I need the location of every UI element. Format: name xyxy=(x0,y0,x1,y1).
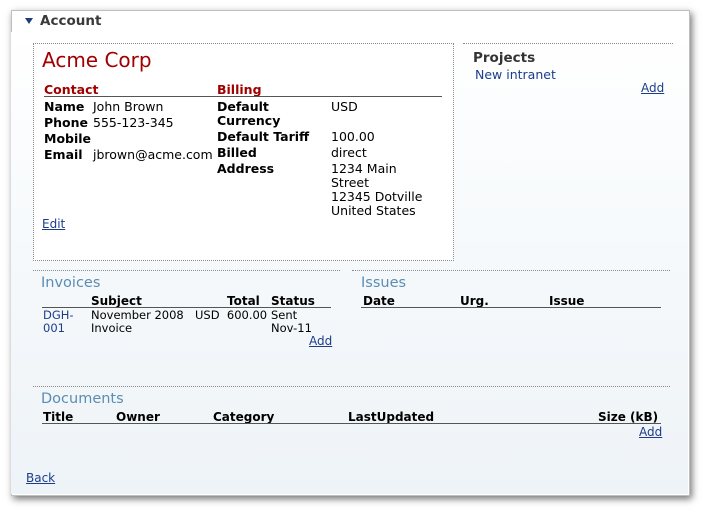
documents-col-owner: Owner xyxy=(116,410,160,424)
issues-divider xyxy=(352,270,670,271)
default-currency-label-line2: Currency xyxy=(217,113,281,128)
documents-divider xyxy=(33,386,670,387)
contact-heading: Contact xyxy=(44,82,99,97)
billing-heading: Billing xyxy=(217,82,262,97)
issues-col-urgency: Urg. xyxy=(460,294,489,308)
details-divider xyxy=(44,96,442,97)
invoices-header-rule xyxy=(42,307,331,308)
name-value: John Brown xyxy=(93,99,164,114)
issues-col-issue: Issue xyxy=(549,294,585,308)
invoice-id-link[interactable]: DGH- 001 xyxy=(43,309,74,335)
documents-col-category: Category xyxy=(213,410,275,424)
invoice-total: USD 600.00 xyxy=(195,308,268,322)
invoice-id-line1[interactable]: DGH- xyxy=(43,308,74,322)
mobile-label: Mobile xyxy=(44,131,92,146)
name-label: Name xyxy=(44,99,85,114)
invoice-status: Sent Nov-11 xyxy=(271,309,312,335)
documents-header-rule xyxy=(42,423,661,424)
documents-col-title: Title xyxy=(43,410,74,424)
phone-value: 555-123-345 xyxy=(93,115,174,130)
tariff-value: 100.00 xyxy=(331,129,375,144)
address-line: 1234 Main xyxy=(331,161,397,176)
documents-col-size: Size (kB) xyxy=(598,410,659,424)
projects-title: Projects xyxy=(473,50,536,66)
issues-header-rule xyxy=(361,307,661,308)
email-value: jbrown@acme.com xyxy=(93,147,213,162)
address-line: Street xyxy=(331,175,369,190)
projects-divider xyxy=(463,43,673,44)
invoice-subject-line2: Invoice xyxy=(91,321,133,335)
currency-value: USD xyxy=(331,99,358,114)
phone-label: Phone xyxy=(44,115,89,130)
invoices-divider xyxy=(33,270,340,271)
address-line: United States xyxy=(331,203,416,218)
email-label: Email xyxy=(44,147,83,162)
add-invoice-link[interactable]: Add xyxy=(309,334,333,348)
documents-col-lastupdated: LastUpdated xyxy=(348,410,435,424)
project-item-link[interactable]: New intranet xyxy=(475,67,556,82)
issues-title: Issues xyxy=(361,275,407,291)
invoice-subject-line1: November 2008 xyxy=(91,308,184,322)
invoices-title: Invoices xyxy=(41,275,101,291)
default-currency-label: Default xyxy=(217,99,269,114)
edit-client-link[interactable]: Edit xyxy=(42,217,66,231)
invoice-id-line2[interactable]: 001 xyxy=(43,321,65,335)
invoice-status-line1: Sent xyxy=(271,308,298,322)
billed-label: Billed xyxy=(217,145,257,160)
add-document-link[interactable]: Add xyxy=(639,425,663,439)
collapse-triangle-down-icon[interactable] xyxy=(25,18,33,24)
client-details-box xyxy=(33,43,454,261)
company-name: Acme Corp xyxy=(42,48,152,72)
section-title[interactable]: Account xyxy=(40,13,102,29)
documents-title: Documents xyxy=(41,391,124,407)
back-link[interactable]: Back xyxy=(26,471,56,485)
invoices-col-total: Total xyxy=(227,294,260,308)
invoices-col-status: Status xyxy=(271,294,315,308)
issues-col-date: Date xyxy=(363,294,395,308)
billed-value: direct xyxy=(331,145,367,160)
add-project-link[interactable]: Add xyxy=(641,81,665,95)
address-label: Address xyxy=(217,161,275,176)
default-tariff-label: Default Tariff xyxy=(217,129,310,144)
invoice-subject: November 2008 Invoice xyxy=(91,309,184,335)
invoice-status-line2: Nov-11 xyxy=(271,321,312,335)
address-line: 12345 Dotville xyxy=(331,189,423,204)
invoices-col-subject: Subject xyxy=(91,294,142,308)
